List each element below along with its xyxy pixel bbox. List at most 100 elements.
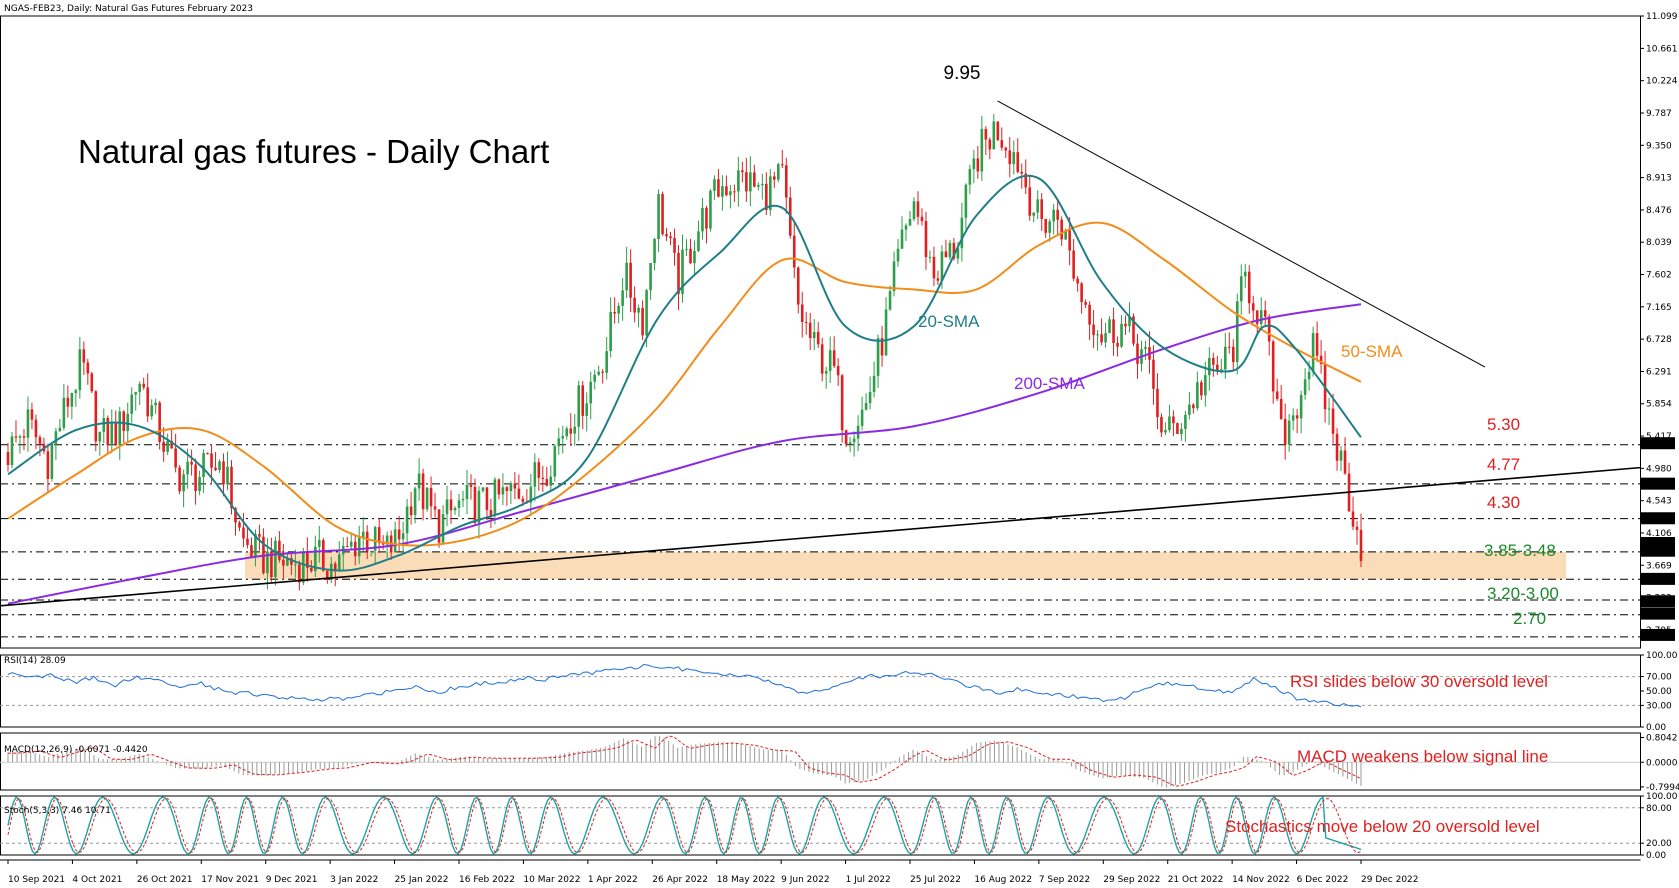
candle-body bbox=[1291, 415, 1295, 421]
candle-body bbox=[437, 509, 441, 543]
zone2-label: 3.20-3.00 bbox=[1487, 584, 1559, 603]
candle-body bbox=[1239, 276, 1243, 302]
candle-body bbox=[325, 570, 329, 580]
sma50-line bbox=[7, 221, 1362, 547]
candle-body bbox=[1196, 382, 1199, 409]
candle-body bbox=[457, 500, 461, 508]
candle-body bbox=[908, 219, 912, 226]
candle-body bbox=[1092, 324, 1095, 336]
stoch-k-line bbox=[7, 796, 1362, 855]
date-tick-label-1: 4 Oct 2021 bbox=[72, 875, 122, 885]
candle-body bbox=[673, 238, 676, 253]
candle-body bbox=[609, 311, 612, 352]
level-label-4-30: 4.30 bbox=[1487, 493, 1520, 512]
candle-body bbox=[465, 485, 469, 499]
candle-body bbox=[314, 546, 317, 572]
candle-body bbox=[944, 251, 948, 258]
candle-body bbox=[1100, 334, 1103, 343]
candle-body bbox=[597, 371, 600, 375]
stoch-tick-label-2: 20.00 bbox=[1646, 839, 1672, 849]
candle-body bbox=[697, 231, 700, 251]
candle-body bbox=[361, 531, 365, 538]
price-tick-label-6: 8.476 bbox=[1646, 206, 1672, 216]
candle-body bbox=[333, 563, 337, 572]
candle-body bbox=[904, 225, 908, 230]
level-label-5-30: 5.30 bbox=[1487, 415, 1520, 434]
candle-body bbox=[477, 490, 481, 523]
candle-body bbox=[14, 436, 18, 438]
candle-body bbox=[976, 158, 980, 172]
price-tick-label-11: 6.291 bbox=[1646, 367, 1672, 377]
candle-body bbox=[1136, 343, 1139, 364]
candle-body bbox=[828, 350, 832, 371]
candle-body bbox=[561, 436, 565, 439]
candle-body bbox=[473, 486, 477, 523]
candle-body bbox=[349, 541, 353, 547]
candle-body bbox=[721, 186, 724, 197]
candle-body bbox=[1024, 173, 1028, 188]
candle-body bbox=[298, 564, 301, 583]
candle-body bbox=[1144, 347, 1147, 350]
candle-body bbox=[545, 478, 549, 486]
candle-body bbox=[677, 252, 680, 294]
candle-body bbox=[629, 262, 632, 298]
candle-body bbox=[737, 170, 740, 192]
candle-body bbox=[1156, 388, 1159, 418]
candle-body bbox=[405, 506, 409, 534]
candle-body bbox=[34, 419, 38, 438]
date-tick-label-5: 3 Jan 2022 bbox=[330, 875, 378, 885]
candle-body bbox=[1319, 355, 1323, 364]
candle-body bbox=[932, 256, 936, 279]
candle-body bbox=[1016, 152, 1020, 172]
candle-body bbox=[290, 558, 293, 565]
price-tick-label-10: 6.728 bbox=[1646, 335, 1672, 345]
candle-body bbox=[765, 183, 768, 211]
price-marker-box bbox=[1641, 512, 1675, 525]
candle-body bbox=[1355, 526, 1359, 530]
candle-body bbox=[569, 428, 573, 434]
candle-body bbox=[956, 248, 960, 259]
candle-body bbox=[1000, 140, 1004, 148]
candle-body bbox=[150, 405, 153, 417]
candle-body bbox=[1267, 316, 1271, 342]
candle-body bbox=[864, 403, 868, 410]
macd-annotation: MACD weakens below signal line bbox=[1297, 747, 1548, 766]
candle-body bbox=[10, 436, 14, 465]
candle-body bbox=[397, 529, 401, 540]
date-tick-label-13: 1 Jul 2022 bbox=[846, 875, 891, 885]
candle-body bbox=[489, 510, 493, 516]
candle-body bbox=[753, 172, 756, 187]
candle-body bbox=[449, 499, 453, 511]
candle-body bbox=[717, 179, 720, 197]
candle-body bbox=[469, 485, 473, 487]
candle-body bbox=[641, 307, 644, 336]
candle-body bbox=[876, 338, 880, 376]
price-marker-label-2: 4.305 bbox=[1646, 514, 1672, 524]
candle-body bbox=[94, 391, 98, 442]
candle-body bbox=[206, 453, 209, 455]
candle-body bbox=[892, 261, 896, 292]
date-tick-label-10: 26 Apr 2022 bbox=[652, 875, 708, 885]
zone-label: 3.85-3.48 bbox=[1484, 541, 1556, 560]
candle-body bbox=[1160, 417, 1163, 433]
candle-body bbox=[158, 402, 161, 442]
candle-body bbox=[844, 430, 848, 445]
candle-body bbox=[90, 373, 94, 392]
chart-title: Natural gas futures - Daily Chart bbox=[78, 133, 549, 170]
candle-body bbox=[1263, 310, 1267, 317]
candle-body bbox=[114, 421, 118, 446]
rsi-line bbox=[7, 663, 1362, 708]
candle-body bbox=[653, 239, 656, 263]
price-marker-box bbox=[1641, 572, 1675, 585]
price-marker-label-3: 3.877 bbox=[1646, 539, 1672, 549]
candle-body bbox=[1200, 382, 1203, 396]
candle-body bbox=[497, 479, 501, 495]
candle-body bbox=[1004, 147, 1008, 151]
candle-body bbox=[633, 297, 636, 313]
candle-body bbox=[258, 534, 261, 537]
price-tick-label-13: 5.417 bbox=[1646, 432, 1672, 442]
candle-body bbox=[142, 383, 145, 388]
candle-body bbox=[920, 216, 924, 222]
price-marker-label-5: 3.485 bbox=[1646, 575, 1672, 585]
date-tick-label-20: 6 Dec 2022 bbox=[1297, 875, 1349, 885]
